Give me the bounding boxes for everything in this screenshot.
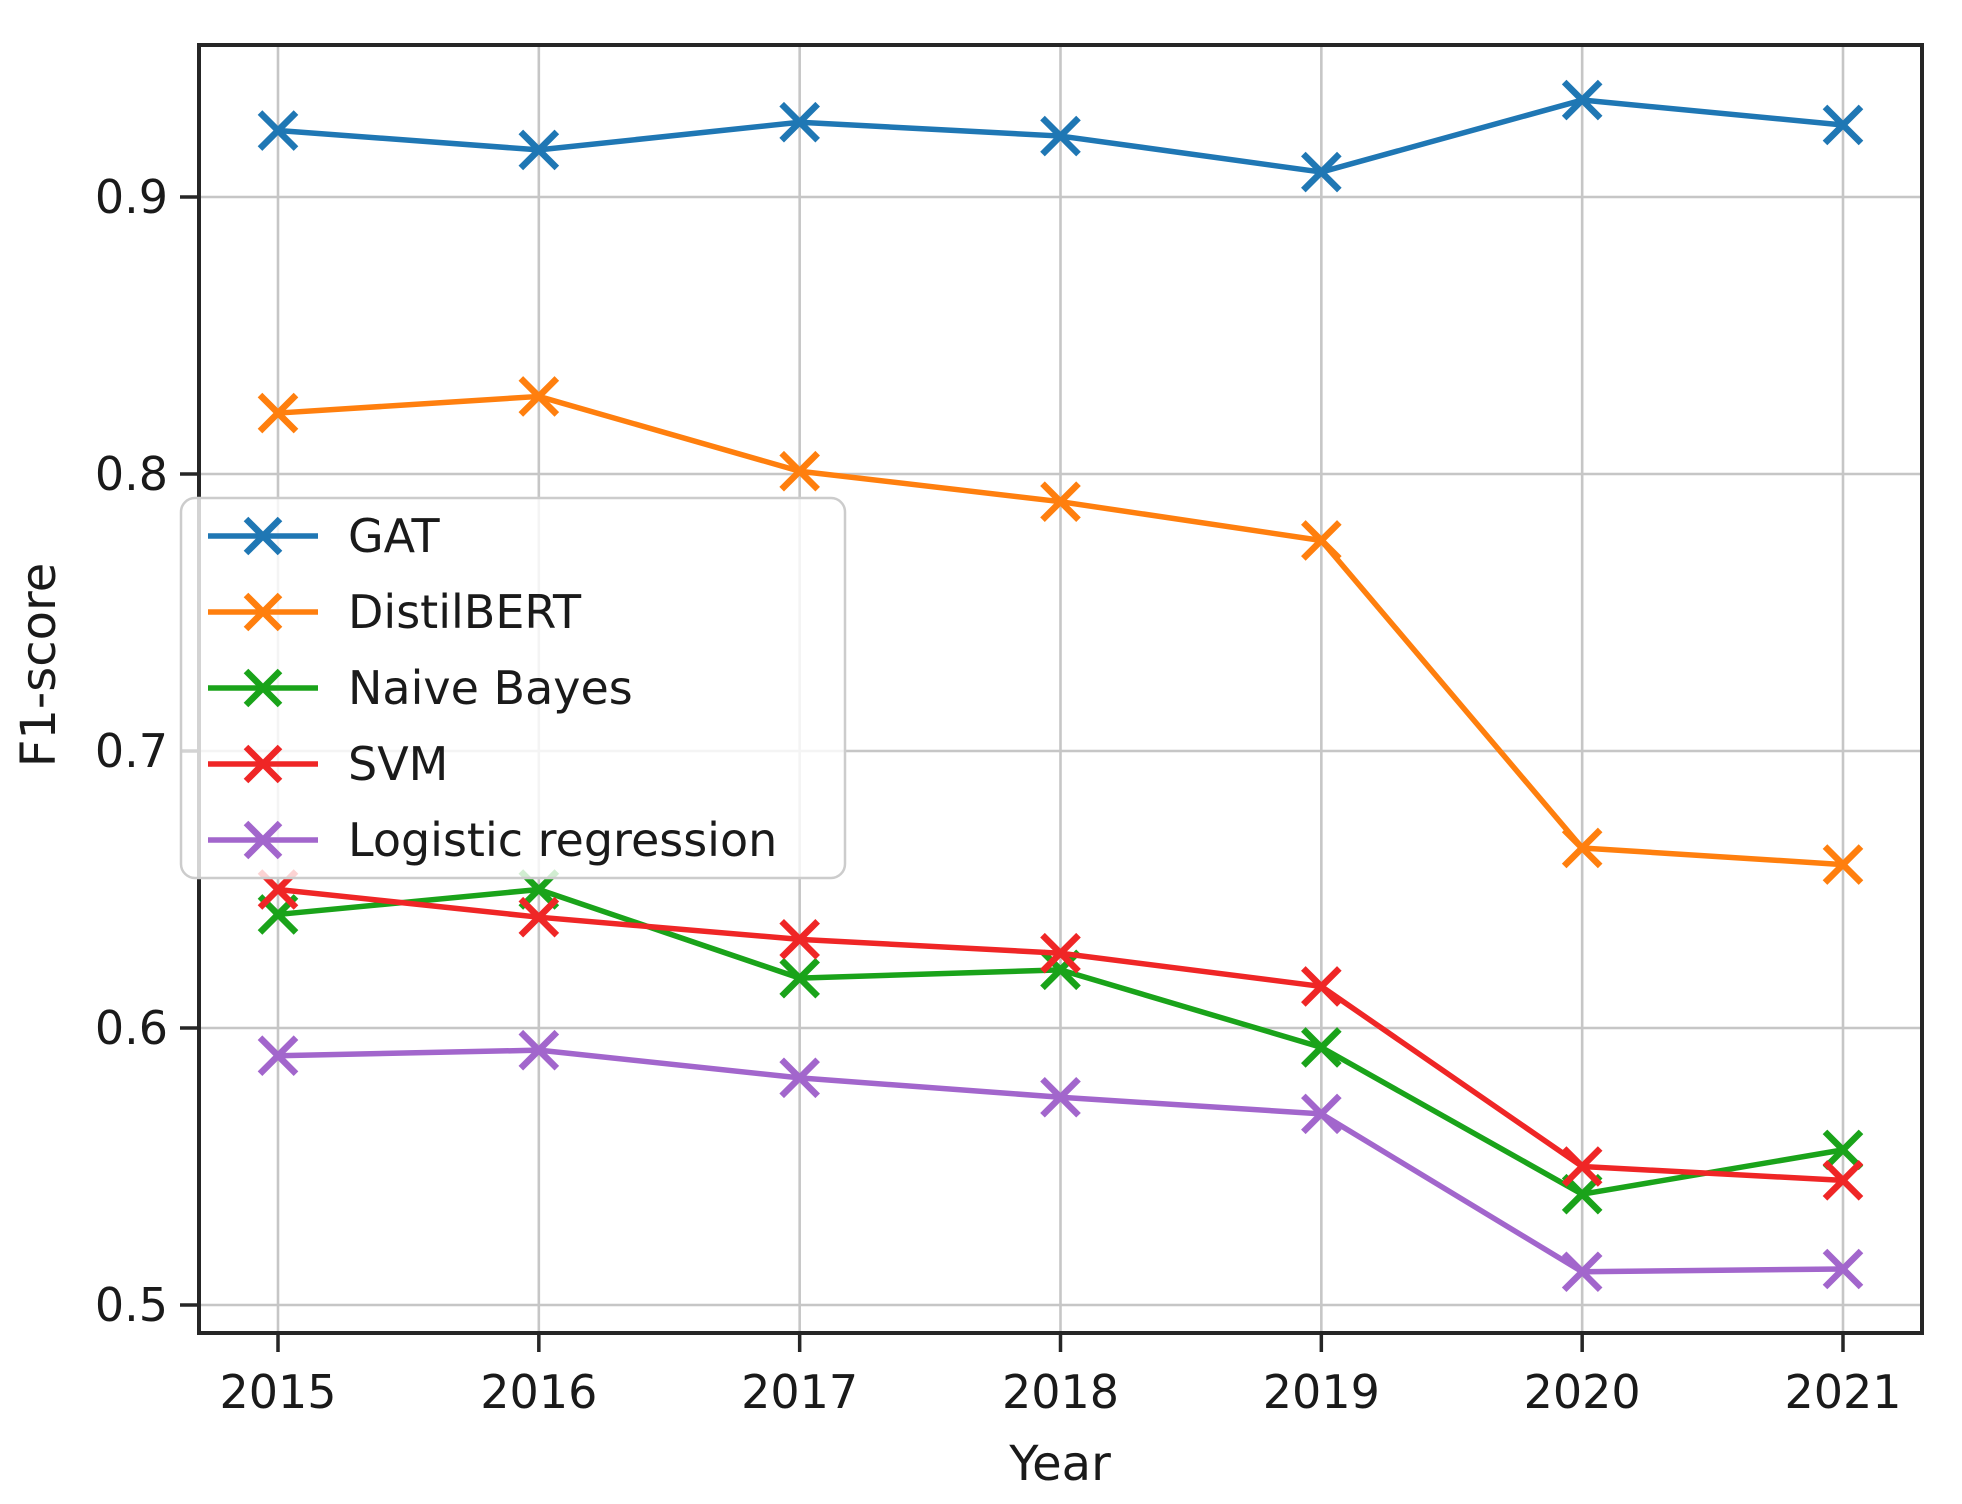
marker-distilbert-2017 <box>779 450 820 492</box>
marker-gat-2019 <box>1301 151 1342 193</box>
legend-box <box>179 496 847 880</box>
tick-label-y-0.5: 0.5 <box>95 1278 168 1332</box>
marker-gat-2017 <box>779 101 820 143</box>
marker-distilbert-2018 <box>1040 481 1081 522</box>
marker-svm-2017 <box>779 919 820 960</box>
legend-label-distilbert: DistilBERT <box>348 585 582 639</box>
tick-label-x-2021: 2021 <box>1784 1365 1901 1419</box>
marker-distilbert-2019 <box>1301 520 1342 561</box>
y-axis-label: F1-score <box>11 563 67 767</box>
marker-logistic-regression-2021 <box>1822 1248 1864 1290</box>
marker-logistic-regression-2020 <box>1561 1251 1603 1293</box>
tick-label-x-2019: 2019 <box>1263 1365 1380 1419</box>
tick-label-x-2020: 2020 <box>1524 1365 1641 1419</box>
legend-label-svm: SVM <box>348 737 448 791</box>
marker-logistic-regression-2017 <box>779 1057 820 1099</box>
tick-label-x-2017: 2017 <box>741 1365 858 1419</box>
tick-label-y-0.7: 0.7 <box>95 724 168 778</box>
marker-naive-bayes-2019 <box>1301 1027 1342 1068</box>
marker-naive-bayes-2018 <box>1040 949 1081 991</box>
tick-label-x-2015: 2015 <box>219 1365 336 1419</box>
plot-area: 2015 2016 2017 2018 2019 2020 2021 0.5 0.6 0.7 0.8… <box>95 43 1924 1419</box>
marker-gat-2020 <box>1561 79 1603 121</box>
marker-svm-2018 <box>1040 932 1081 974</box>
tick-label-y-0.6: 0.6 <box>95 1001 168 1055</box>
marker-gat-2016 <box>518 129 560 171</box>
marker-logistic-regression-2019 <box>1301 1093 1342 1135</box>
marker-distilbert-2016 <box>518 376 560 417</box>
marker-logistic-regression-2018 <box>1040 1076 1081 1118</box>
legend-label-naive-bayes: Naive Bayes <box>348 661 633 715</box>
tick-label-y-0.8: 0.8 <box>95 447 168 501</box>
marker-naive-bayes-2017 <box>779 957 820 999</box>
marker-gat-2015 <box>257 110 299 151</box>
marker-naive-bayes-2021 <box>1822 1129 1864 1171</box>
legend-marker-distilbert <box>243 592 283 632</box>
tick-label-x-2018: 2018 <box>1002 1365 1119 1419</box>
legend-marker-logistic-regression <box>243 820 283 860</box>
marker-logistic-regression-2015 <box>257 1035 299 1076</box>
marker-distilbert-2020 <box>1561 827 1603 869</box>
marker-svm-2020 <box>1561 1146 1603 1187</box>
marker-svm-2019 <box>1301 966 1342 1007</box>
legend-marker-gat <box>243 516 283 556</box>
tick-label-x-2016: 2016 <box>480 1365 597 1419</box>
marker-gat-2021 <box>1822 104 1864 146</box>
legend-marker-svm <box>243 744 283 784</box>
marker-svm-2016 <box>518 896 560 938</box>
legend-marker-naive-bayes <box>243 668 283 708</box>
marker-logistic-regression-2016 <box>518 1029 560 1071</box>
tick-label-y-0.9: 0.9 <box>95 170 168 224</box>
marker-svm-2021 <box>1822 1160 1864 1201</box>
x-axis-label: Year <box>1008 1436 1111 1492</box>
marker-distilbert-2015 <box>257 392 299 434</box>
marker-gat-2018 <box>1040 115 1081 157</box>
legend-label-gat: GAT <box>348 509 441 563</box>
legend-label-logistic-regression: Logistic regression <box>348 813 777 867</box>
marker-distilbert-2021 <box>1822 844 1864 885</box>
